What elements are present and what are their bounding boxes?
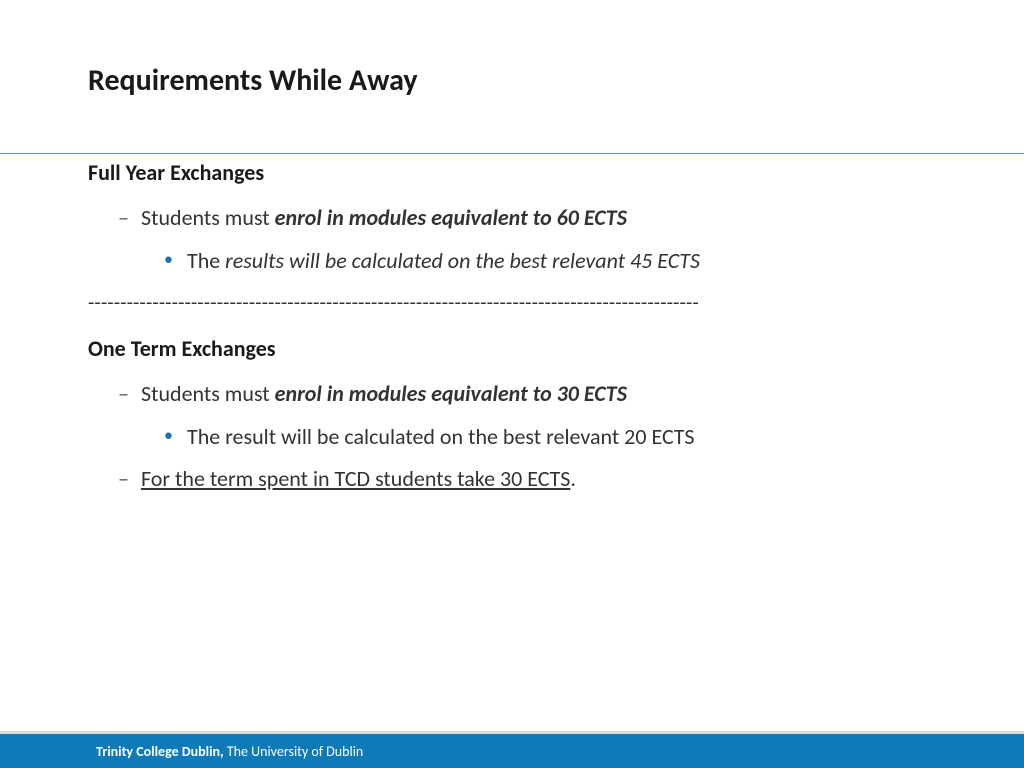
dashed-separator: ----------------------------------------… — [88, 289, 936, 315]
dash-bullet-icon: – — [118, 380, 129, 407]
section1-item1-emphasis: enrol in modules equivalent to 60 ECTS — [275, 204, 627, 231]
section2-subitem1: • The result will be calculated on the b… — [164, 423, 936, 452]
dot-bullet-icon: • — [164, 423, 173, 448]
slide-content: Full Year Exchanges – Students must enro… — [0, 99, 1024, 494]
dash-bullet-icon: – — [118, 465, 129, 492]
footer-institution-regular: The University of Dublin — [227, 743, 363, 760]
section1-subitem1: • The results will be calculated on the … — [164, 247, 936, 276]
section2-item1-emphasis: enrol in modules equivalent to 30 ECTS — [275, 380, 627, 407]
section1-subitem1-text: The results will be calculated on the be… — [187, 247, 700, 276]
slide-container: Requirements While Away Full Year Exchan… — [0, 0, 1024, 768]
section2-subitem1-text: The result will be calculated on the bes… — [187, 423, 695, 452]
section2-item1: – Students must enrol in modules equival… — [118, 380, 936, 409]
section1-subitem1-italic: results will be calculated on the best r… — [225, 247, 700, 274]
dot-bullet-icon: • — [164, 247, 173, 272]
section1-heading: Full Year Exchanges — [88, 159, 936, 186]
section2-item2-suffix: . — [570, 465, 576, 492]
section2-item2-underlined: For the term spent in TCD students take … — [141, 465, 570, 492]
section1-item1-prefix: Students must — [141, 204, 275, 231]
section1-item1-text: Students must enrol in modules equivalen… — [141, 204, 627, 233]
section2-item1-text: Students must enrol in modules equivalen… — [141, 380, 627, 409]
dash-bullet-icon: – — [118, 204, 129, 231]
title-divider — [0, 153, 1024, 154]
section1-subitem1-prefix: The — [187, 247, 225, 274]
section2-item2-text: For the term spent in TCD students take … — [141, 465, 576, 494]
section2-item1-prefix: Students must — [141, 380, 275, 407]
section2-heading: One Term Exchanges — [88, 335, 936, 362]
footer-text: Trinity College Dublin, The University o… — [96, 743, 363, 760]
footer-institution-bold: Trinity College Dublin, — [96, 743, 227, 760]
slide-title: Requirements While Away — [0, 0, 1024, 99]
section1-item1: – Students must enrol in modules equival… — [118, 204, 936, 233]
section2-item2: – For the term spent in TCD students tak… — [118, 465, 936, 494]
footer-bar: Trinity College Dublin, The University o… — [0, 734, 1024, 768]
